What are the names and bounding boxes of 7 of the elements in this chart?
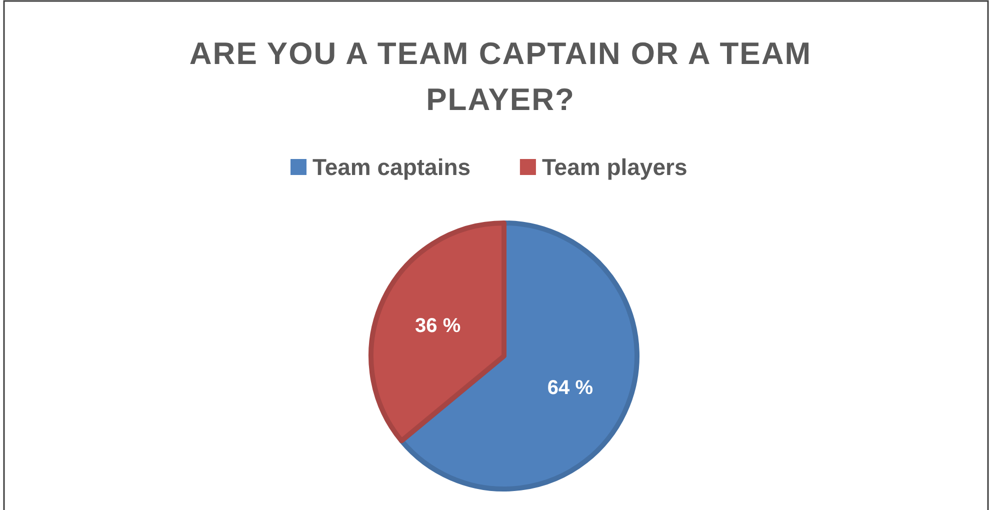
pie-slice	[399, 220, 640, 492]
data-label: 64 %	[547, 377, 594, 400]
pie-slice	[368, 220, 506, 444]
chart-title: ARE YOU A TEAM CAPTAIN OR A TEAM PLAYER?	[189, 36, 812, 117]
legend-label: Team captains	[312, 154, 471, 180]
legend-label: Team players	[542, 154, 688, 180]
data-label: 36 %	[415, 314, 461, 337]
